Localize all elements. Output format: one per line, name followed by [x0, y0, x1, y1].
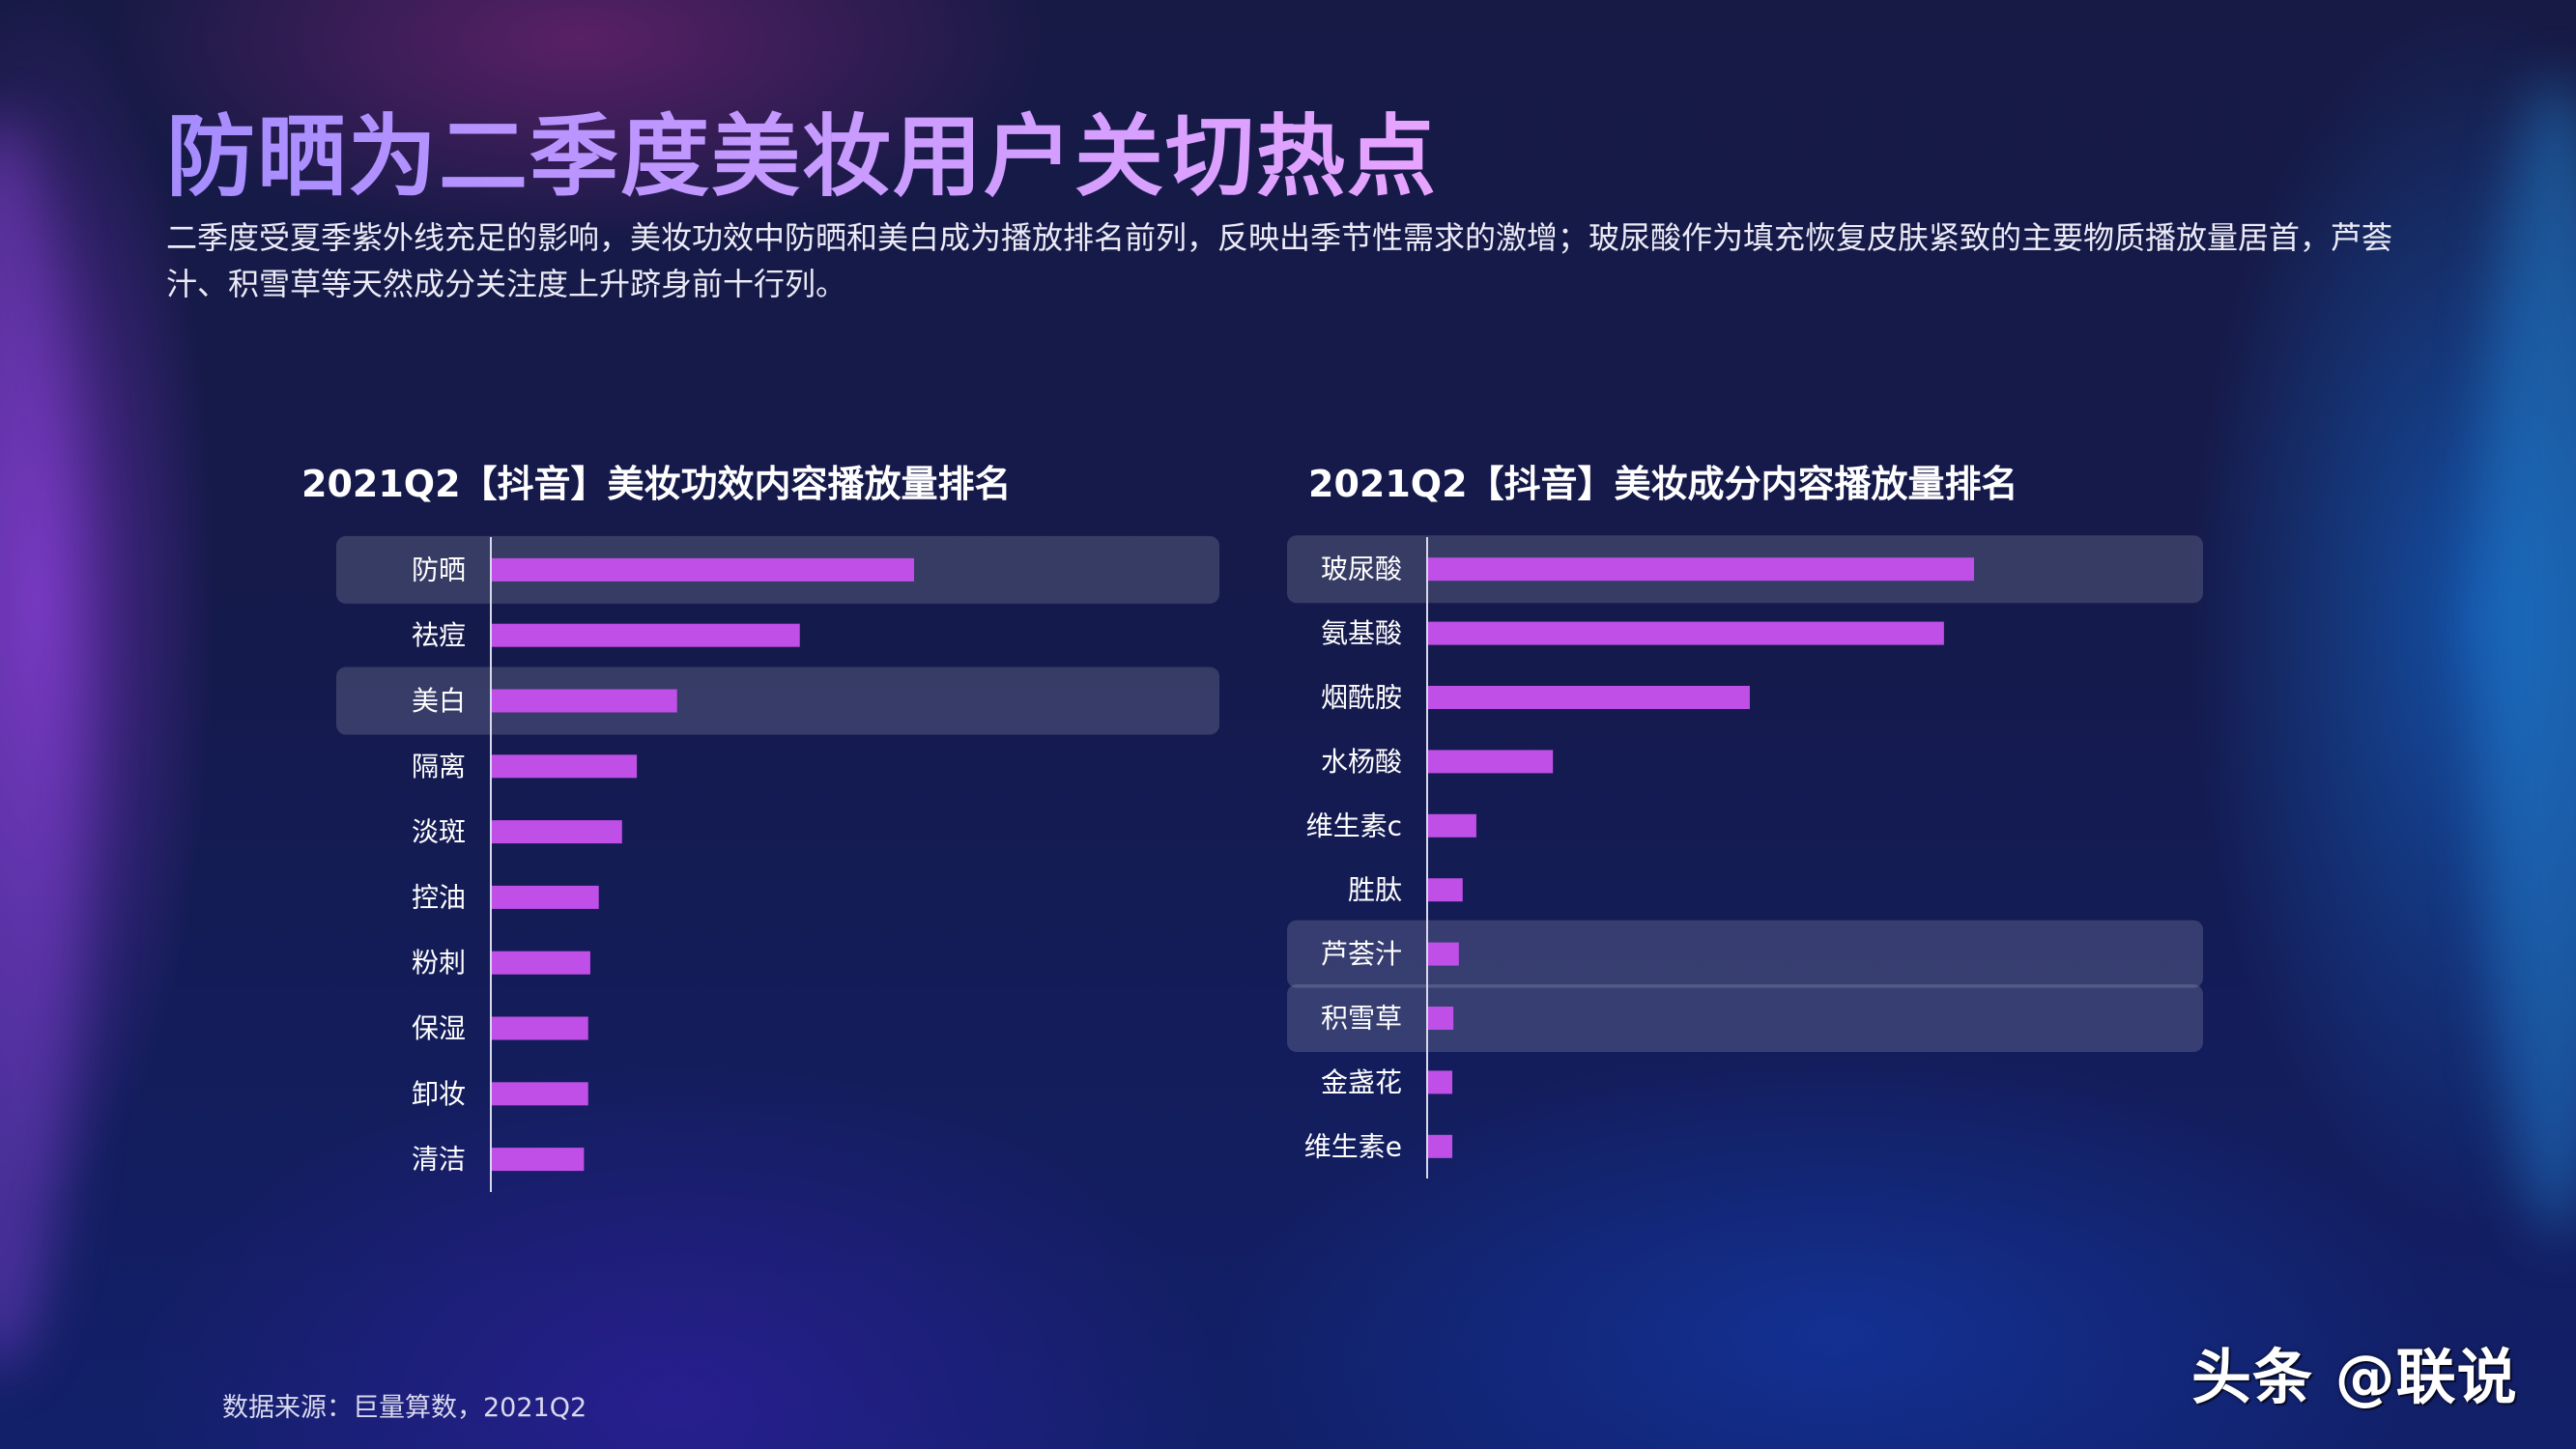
ingredient-category-label: 胜肽: [1348, 874, 1402, 906]
ingredient-bar: [1427, 750, 1554, 774]
efficacy-category-label: 控油: [412, 881, 466, 913]
ingredient-category-label: 维生素e: [1304, 1130, 1402, 1162]
background-glow-left: [0, 116, 87, 1372]
ingredient-category-label: 氨基酸: [1321, 617, 1402, 649]
ingredient-highlight-row: [1287, 984, 2203, 1052]
watermark: 头条 @联说: [2191, 1342, 2518, 1412]
efficacy-category-label: 隔离: [412, 751, 466, 782]
ingredient-bar: [1427, 1007, 1454, 1030]
efficacy-bar: [491, 1016, 588, 1040]
ingredient-bar: [1427, 813, 1476, 838]
ingredient-category-label: 玻尿酸: [1321, 554, 1402, 585]
ingredient-category-label: 芦荟汁: [1321, 938, 1402, 970]
efficacy-category-label: 保湿: [412, 1012, 466, 1044]
efficacy-highlight-row: [336, 667, 1219, 735]
efficacy-bar: [491, 820, 622, 844]
background-glow-right: [2479, 77, 2576, 1236]
ingredient-bar: [1427, 686, 1750, 709]
efficacy-bar: [491, 754, 638, 779]
efficacy-bar: [491, 689, 677, 713]
ingredient-highlight-row: [1287, 920, 2203, 988]
ingredient-category-label: 水杨酸: [1321, 746, 1402, 778]
ingredient-bar: [1427, 1070, 1453, 1094]
efficacy-category-label: 祛痘: [412, 619, 466, 651]
ingredient-bar: [1427, 557, 1974, 582]
efficacy-bar: [491, 1082, 588, 1106]
efficacy-category-label: 美白: [412, 685, 466, 717]
chart-title-ingredient: 2021Q2【抖音】美妆成分内容播放量排名: [1308, 463, 2018, 505]
ingredient-bar: [1427, 878, 1463, 902]
ingredient-category-label: 积雪草: [1321, 1003, 1402, 1035]
page-title: 防晒为二季度美妆用户关切热点: [166, 85, 1438, 213]
efficacy-bar: [491, 557, 914, 582]
page-subtitle: 二季度受夏季紫外线充足的影响，美妆功效中防晒和美白成为播放排名前列，反映出季节性…: [166, 219, 2393, 302]
ingredient-category-label: 烟酰胺: [1321, 682, 1402, 714]
efficacy-category-label: 粉刺: [412, 947, 466, 979]
efficacy-bar: [491, 1148, 585, 1172]
efficacy-category-label: 清洁: [412, 1144, 466, 1176]
efficacy-category-label: 卸妆: [412, 1078, 466, 1110]
chart-title-efficacy: 2021Q2【抖音】美妆功效内容播放量排名: [301, 463, 1012, 505]
ingredient-bar: [1427, 942, 1459, 966]
efficacy-bar: [491, 885, 599, 909]
ingredient-category-label: 维生素c: [1306, 810, 1402, 841]
ingredient-bar: [1427, 1134, 1453, 1158]
efficacy-bar: [491, 951, 590, 975]
ingredient-category-label: 金盏花: [1321, 1066, 1402, 1098]
efficacy-category-label: 淡斑: [412, 816, 466, 848]
efficacy-category-label: 防晒: [412, 554, 466, 585]
efficacy-bar: [491, 623, 800, 647]
data-source: 数据来源：巨量算数，2021Q2: [222, 1393, 587, 1423]
ingredient-bar: [1427, 621, 1944, 645]
